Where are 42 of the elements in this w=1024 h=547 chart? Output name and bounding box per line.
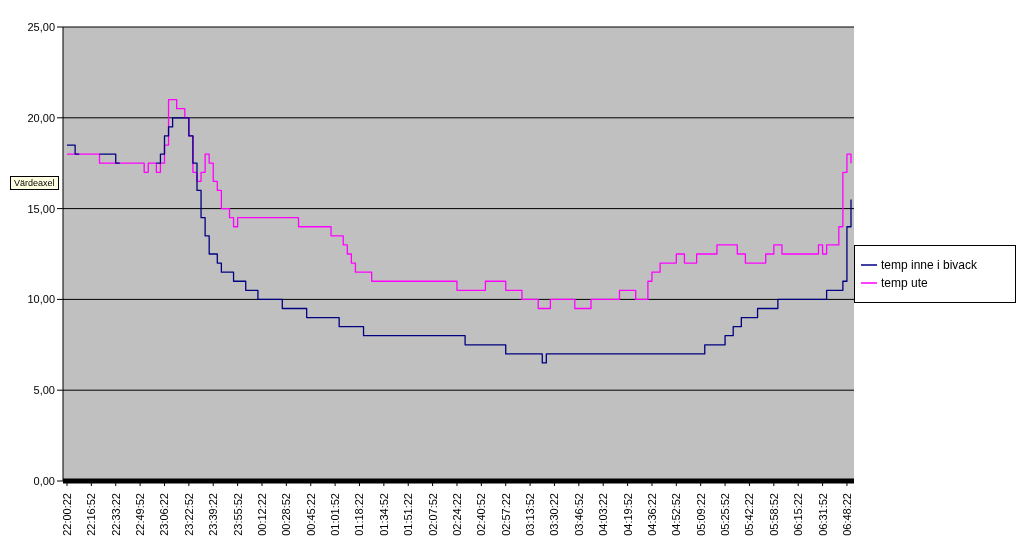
- x-tick-label: 22:00:22: [61, 493, 73, 536]
- y-tick-label: 5,00: [33, 384, 55, 397]
- x-tick-label: 03:46:52: [572, 493, 585, 536]
- x-tick-label: 22:49:52: [134, 493, 147, 536]
- x-tick-label: 05:58:52: [767, 493, 780, 536]
- legend-label: temp inne i bivack: [881, 257, 978, 272]
- x-tick-label: 03:30:22: [548, 493, 561, 536]
- y-tick-label: 15,00: [27, 202, 55, 215]
- y-tick-label: 0,00: [33, 474, 55, 487]
- x-tick-label: 00:12:22: [255, 493, 268, 536]
- x-tick-label: 23:22:52: [182, 493, 195, 536]
- y-tick-label: 25,00: [27, 20, 55, 33]
- x-tick-label: 23:39:22: [207, 493, 220, 536]
- x-tick-label: 04:03:22: [597, 493, 610, 536]
- legend-label: temp ute: [881, 275, 928, 290]
- x-tick-label: 02:07:52: [426, 493, 439, 536]
- x-tick-label: 22:33:22: [109, 493, 122, 536]
- x-tick-label: 06:15:22: [792, 493, 805, 536]
- x-tick-label: 00:28:52: [280, 493, 293, 536]
- x-tick-label: 01:34:52: [377, 493, 390, 536]
- x-tick-label: 06:31:52: [816, 493, 829, 536]
- x-tick-label: 04:19:52: [621, 493, 634, 536]
- x-tick-label: 02:40:52: [475, 493, 488, 536]
- text: Värdeaxel: [10, 176, 59, 190]
- x-tick-label: 22:16:52: [85, 493, 98, 536]
- x-tick-label: 23:06:22: [158, 493, 171, 536]
- x-tick-label: 00:45:22: [304, 493, 317, 536]
- x-tick-label: 05:42:22: [743, 493, 756, 536]
- x-tick-label: 23:55:52: [231, 493, 244, 536]
- x-tick-label: 02:57:22: [499, 493, 512, 536]
- x-tick-label: 01:01:52: [329, 493, 342, 536]
- x-tick-label: 05:25:52: [719, 493, 732, 536]
- x-tick-label: 04:52:52: [670, 493, 683, 536]
- x-tick-label: 01:51:22: [402, 493, 415, 536]
- y-tick-label: 10,00: [27, 293, 55, 306]
- x-tick-label: 03:13:52: [524, 493, 537, 536]
- x-tick-label: 06:48:22: [840, 493, 853, 536]
- x-tick-label: 02:24:22: [450, 493, 463, 536]
- y-tick-label: 20,00: [27, 111, 55, 124]
- x-tick-label: 04:36:22: [645, 493, 658, 536]
- x-tick-label: 05:09:22: [694, 493, 707, 536]
- x-tick-label: 01:18:22: [353, 493, 366, 536]
